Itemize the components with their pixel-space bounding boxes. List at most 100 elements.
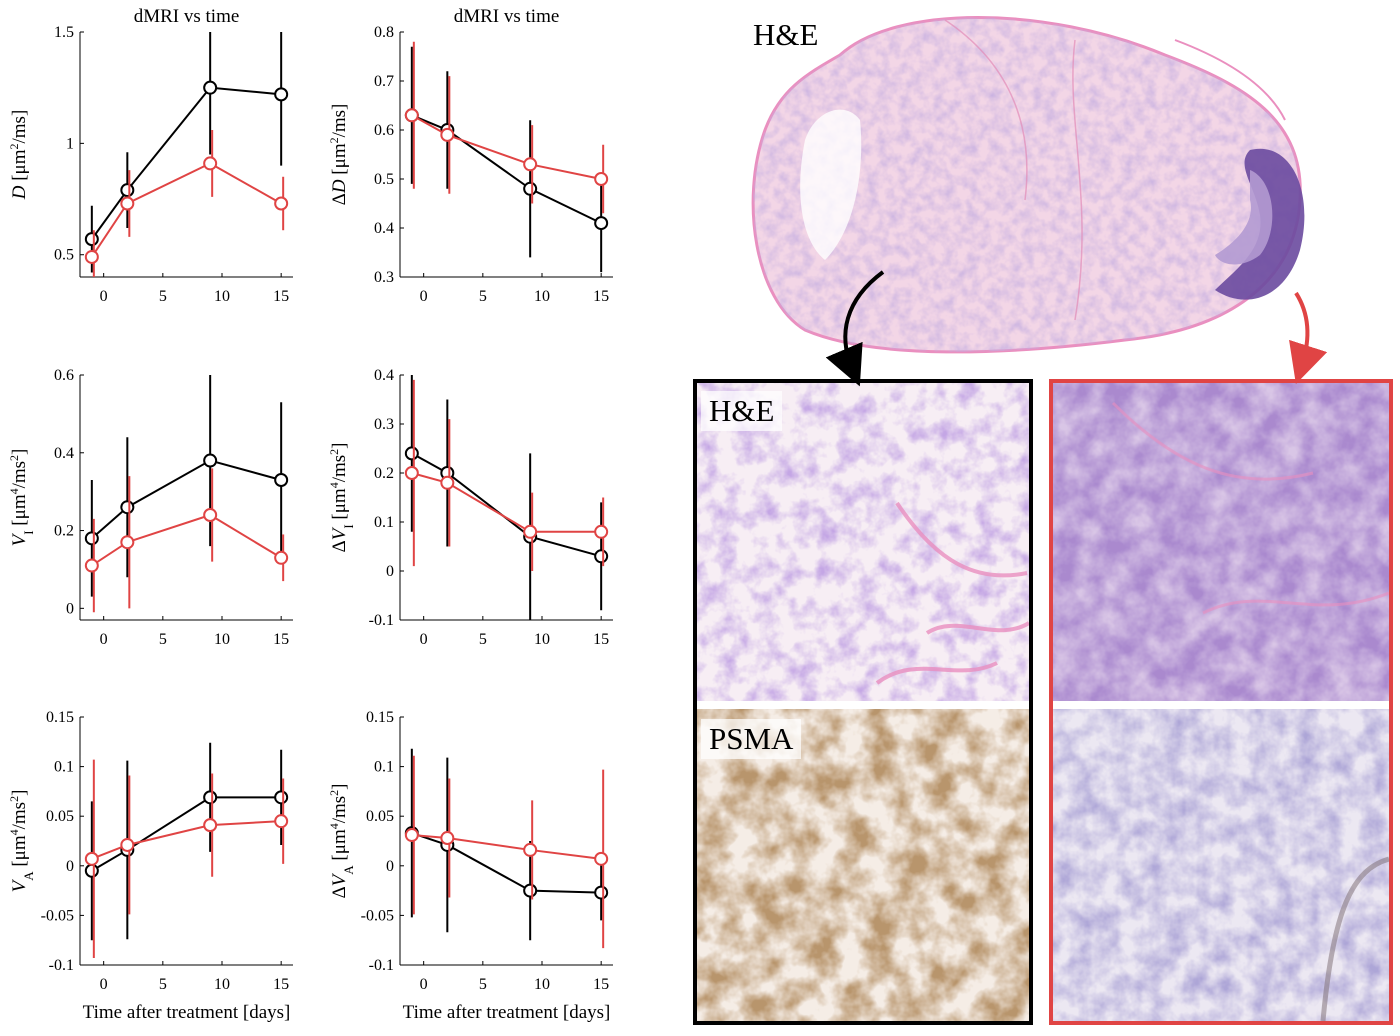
data-point xyxy=(274,550,289,565)
y-tick-label: 0.2 xyxy=(374,465,394,482)
series-line xyxy=(91,459,282,540)
data-point xyxy=(274,196,289,211)
data-point xyxy=(523,524,538,539)
y-axis-label: VA [μm4/ms2] xyxy=(7,790,36,893)
series-line xyxy=(91,820,282,860)
series-line xyxy=(411,472,602,533)
y-axis-label: VI [μm4/ms2] xyxy=(7,449,36,547)
data-point xyxy=(203,156,218,171)
y-tick-label: 0.3 xyxy=(374,269,394,286)
data-point xyxy=(84,232,99,247)
y-tick-label: 0 xyxy=(386,563,394,580)
y-tick-label: 0 xyxy=(386,858,394,875)
y-tick-label: 0.1 xyxy=(374,514,394,531)
chart-title: dMRI vs time xyxy=(134,6,240,27)
series-2 xyxy=(404,41,609,214)
x-tick-label: 0 xyxy=(420,288,428,305)
y-tick-label: 0.15 xyxy=(366,709,394,726)
black-region-psma-image xyxy=(697,709,1029,1021)
data-point xyxy=(594,549,609,564)
y-tick-label: 0 xyxy=(66,600,74,617)
x-tick-label: 0 xyxy=(100,976,108,993)
data-point xyxy=(203,508,218,522)
x-tick-label: 15 xyxy=(273,631,289,648)
y-tick-label: -0.1 xyxy=(369,957,394,974)
data-point xyxy=(594,216,609,231)
data-point xyxy=(84,249,99,264)
series-line xyxy=(411,834,602,860)
chart-4: -0.1 0 0.1 0.2 0.3 0.4 0 5 10 15 ΔVI [μm4/ms2] xyxy=(327,367,613,648)
data-point xyxy=(120,500,135,515)
series-line xyxy=(411,114,602,180)
y-tick-label: 0.5 xyxy=(374,171,394,188)
chart-5: -0.1 -0.05 0 0.05 0.1 0.15 0 5 10 15 Time after tr… xyxy=(7,709,293,1023)
red-region-he-image xyxy=(1053,383,1389,701)
series-1 xyxy=(84,742,289,941)
y-tick-label: 1 xyxy=(66,135,74,152)
x-tick-label: 5 xyxy=(479,631,487,648)
y-tick-label: 0.4 xyxy=(374,367,394,384)
data-point xyxy=(120,535,135,550)
series-line xyxy=(91,796,282,872)
data-point xyxy=(523,181,538,196)
series-line xyxy=(411,452,602,558)
x-tick-label: 0 xyxy=(420,976,428,993)
data-point xyxy=(274,87,289,102)
y-tick-label: -0.05 xyxy=(41,907,74,924)
chart-6: -0.1 -0.05 0 0.05 0.1 0.15 0 5 10 15 Time after tr… xyxy=(327,709,613,1023)
x-tick-label: 5 xyxy=(159,288,167,305)
y-tick-label: 0.4 xyxy=(374,220,394,237)
series-2 xyxy=(84,759,289,959)
series-line xyxy=(91,86,282,240)
red-region-panel xyxy=(1049,379,1393,1025)
x-tick-label: 15 xyxy=(593,976,609,993)
y-tick-label: 0.3 xyxy=(374,416,394,433)
y-tick-label: 0.5 xyxy=(54,247,74,264)
chart-2: 0.3 0.4 0.5 0.6 0.7 0.8 0 5 10 15 dMRI vs time ΔD [… xyxy=(327,6,613,305)
y-tick-label: 0.15 xyxy=(46,709,74,726)
whole-section-he-image xyxy=(745,0,1305,372)
y-tick-label: 0.2 xyxy=(54,523,74,540)
series-1 xyxy=(404,748,609,941)
y-tick-label: 0.6 xyxy=(54,367,74,384)
y-axis-label: ΔVI [μm4/ms2] xyxy=(327,443,356,553)
x-tick-label: 10 xyxy=(534,631,550,648)
x-tick-label: 10 xyxy=(534,976,550,993)
data-point xyxy=(594,524,609,539)
series-2 xyxy=(404,755,609,949)
red-region-psma-image xyxy=(1053,709,1389,1021)
data-point xyxy=(203,80,218,95)
data-point xyxy=(84,863,99,878)
series-1 xyxy=(84,375,289,597)
black-region-he-label: H&E xyxy=(701,391,783,431)
y-tick-label: 0.1 xyxy=(54,759,74,776)
x-tick-label: 15 xyxy=(593,631,609,648)
x-axis-label: Time after treatment [days] xyxy=(83,1002,291,1023)
data-point xyxy=(594,172,609,186)
whole-section-he-label: H&E xyxy=(753,17,819,52)
y-tick-label: 1.5 xyxy=(54,24,74,41)
x-tick-label: 5 xyxy=(159,976,167,993)
y-tick-label: 0.05 xyxy=(366,808,394,825)
data-point xyxy=(120,837,135,852)
y-tick-label: 0 xyxy=(66,858,74,875)
y-tick-label: 0.8 xyxy=(374,24,394,41)
series-line xyxy=(411,832,602,894)
chart-title: dMRI vs time xyxy=(454,6,560,27)
data-point xyxy=(120,196,135,211)
y-axis-label: ΔD [μm2/ms] xyxy=(327,104,350,206)
x-tick-label: 5 xyxy=(159,631,167,648)
y-tick-label: -0.1 xyxy=(369,612,394,629)
series-1 xyxy=(404,375,609,620)
data-point xyxy=(404,446,419,461)
data-point xyxy=(523,157,538,172)
black-region-panel: H&E PSMA xyxy=(693,379,1033,1025)
x-tick-label: 10 xyxy=(214,976,230,993)
y-tick-label: 0.7 xyxy=(374,73,394,90)
x-tick-label: 10 xyxy=(534,288,550,305)
data-point xyxy=(523,883,538,898)
x-tick-label: 0 xyxy=(100,631,108,648)
x-tick-label: 15 xyxy=(273,976,289,993)
data-point xyxy=(440,475,455,490)
